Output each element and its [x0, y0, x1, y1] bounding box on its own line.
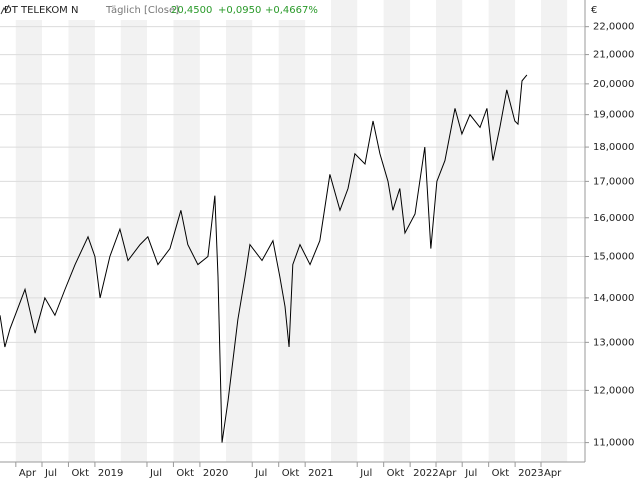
x-tick-label: 2019 [98, 468, 123, 479]
quarter-band [436, 0, 463, 462]
unit: € [591, 5, 597, 16]
x-tick-label: Okt [492, 468, 510, 479]
x-tick-label: Apr [439, 468, 457, 479]
y-tick-label: 14,0000 [593, 293, 634, 304]
y-tick-label: 18,0000 [593, 142, 634, 153]
x-tick-label: Okt [282, 468, 300, 479]
x-tick-label: 2021 [308, 468, 333, 479]
header-icon [0, 4, 10, 15]
chart-title: DT TELEKOM N [4, 5, 78, 16]
x-tick-label: 2022 [413, 468, 438, 479]
quarter-band [331, 0, 358, 462]
y-tick-label: 19,0000 [593, 110, 634, 121]
y-tick-label: 17,0000 [593, 176, 634, 187]
quarter-band [15, 0, 42, 462]
x-tick-label: Apr [544, 468, 562, 479]
x-tick-label: Jul [44, 468, 57, 479]
x-tick-label: Okt [387, 468, 405, 479]
lines [0, 74, 528, 443]
y-tick-label: 16,0000 [593, 213, 634, 224]
quarter-band [488, 0, 516, 462]
subtitle: Täglich [Close] [105, 5, 179, 16]
x-tick-label: Jul [254, 468, 267, 479]
y-tick-label: 13,0000 [593, 337, 634, 348]
bands [15, 0, 568, 462]
y-tick-label: 20,0000 [593, 79, 634, 90]
x-tick-label: Jul [149, 468, 162, 479]
quarter-band [540, 0, 568, 462]
quarter-band [173, 0, 200, 462]
x-tick-label: 2020 [203, 468, 228, 479]
x-tick-label: Okt [176, 468, 194, 479]
quarter-band [68, 0, 95, 462]
quarter-band [278, 0, 306, 462]
x-tick-label: Apr [19, 468, 37, 479]
price-line [0, 74, 528, 443]
x-tick-label: Okt [71, 468, 89, 479]
y-tick-label: 22,0000 [593, 22, 634, 33]
quarter-band [226, 0, 253, 462]
y-tick-label: 12,0000 [593, 385, 634, 396]
y-tick-label: 15,0000 [593, 251, 634, 262]
change: +0,0950 [218, 5, 261, 16]
header-bg [0, 0, 330, 20]
x-tick-label: Jul [359, 468, 372, 479]
last-value: 20,4500 [171, 5, 212, 16]
x-tick-label: Jul [464, 468, 477, 479]
y-tick-label: 11,0000 [593, 438, 634, 449]
quarter-band [120, 0, 147, 462]
x-tick-label: 2023 [518, 468, 543, 479]
y-tick-label: 21,0000 [593, 50, 634, 61]
change-percent: +0,4667% [265, 5, 318, 16]
